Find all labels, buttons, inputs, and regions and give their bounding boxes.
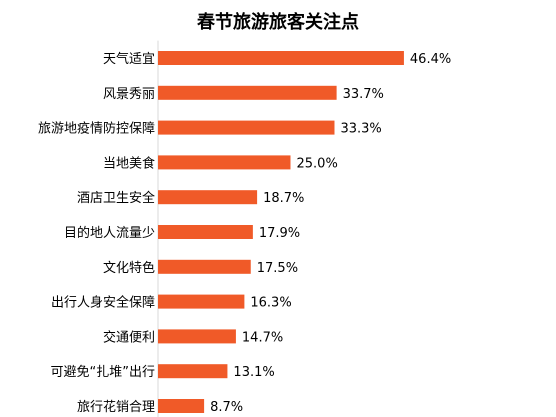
category-label: 当地美食 <box>103 155 155 171</box>
bar <box>158 259 251 274</box>
bar <box>158 364 228 379</box>
bar <box>158 225 253 239</box>
category-label: 风景秀丽 <box>103 87 155 102</box>
bar <box>158 329 236 344</box>
data-label: 13.1% <box>233 365 274 380</box>
data-label: 8.7% <box>210 400 243 415</box>
bar <box>158 399 205 413</box>
data-label: 33.3% <box>340 122 381 137</box>
bar <box>158 85 337 100</box>
category-label: 旅游地疫情防控保障 <box>38 121 155 137</box>
category-label: 旅行花销合理 <box>77 399 155 415</box>
category-label: 酒店卫生安全 <box>77 190 155 206</box>
bar <box>158 294 245 309</box>
data-label: 46.4% <box>410 52 451 67</box>
category-label: 文化特色 <box>103 260 155 276</box>
category-label: 目的地人流量少 <box>64 225 155 241</box>
data-label: 17.5% <box>257 261 298 276</box>
category-label: 天气适宜 <box>103 51 155 67</box>
category-label: 出行人身安全保障 <box>51 295 155 311</box>
chart-title: 春节旅游旅客关注点 <box>197 12 359 33</box>
data-label: 16.3% <box>250 296 291 311</box>
data-label: 14.7% <box>242 330 283 345</box>
data-label: 18.7% <box>263 191 304 206</box>
bar <box>158 120 335 135</box>
bar <box>158 155 291 170</box>
category-label: 可避免“扎堆”出行 <box>51 365 155 380</box>
data-label: 33.7% <box>343 87 384 102</box>
data-label: 17.9% <box>259 226 300 241</box>
bar <box>158 190 258 205</box>
data-label: 25.0% <box>297 156 338 171</box>
category-label: 交通便利 <box>103 329 155 345</box>
bar <box>158 51 404 65</box>
